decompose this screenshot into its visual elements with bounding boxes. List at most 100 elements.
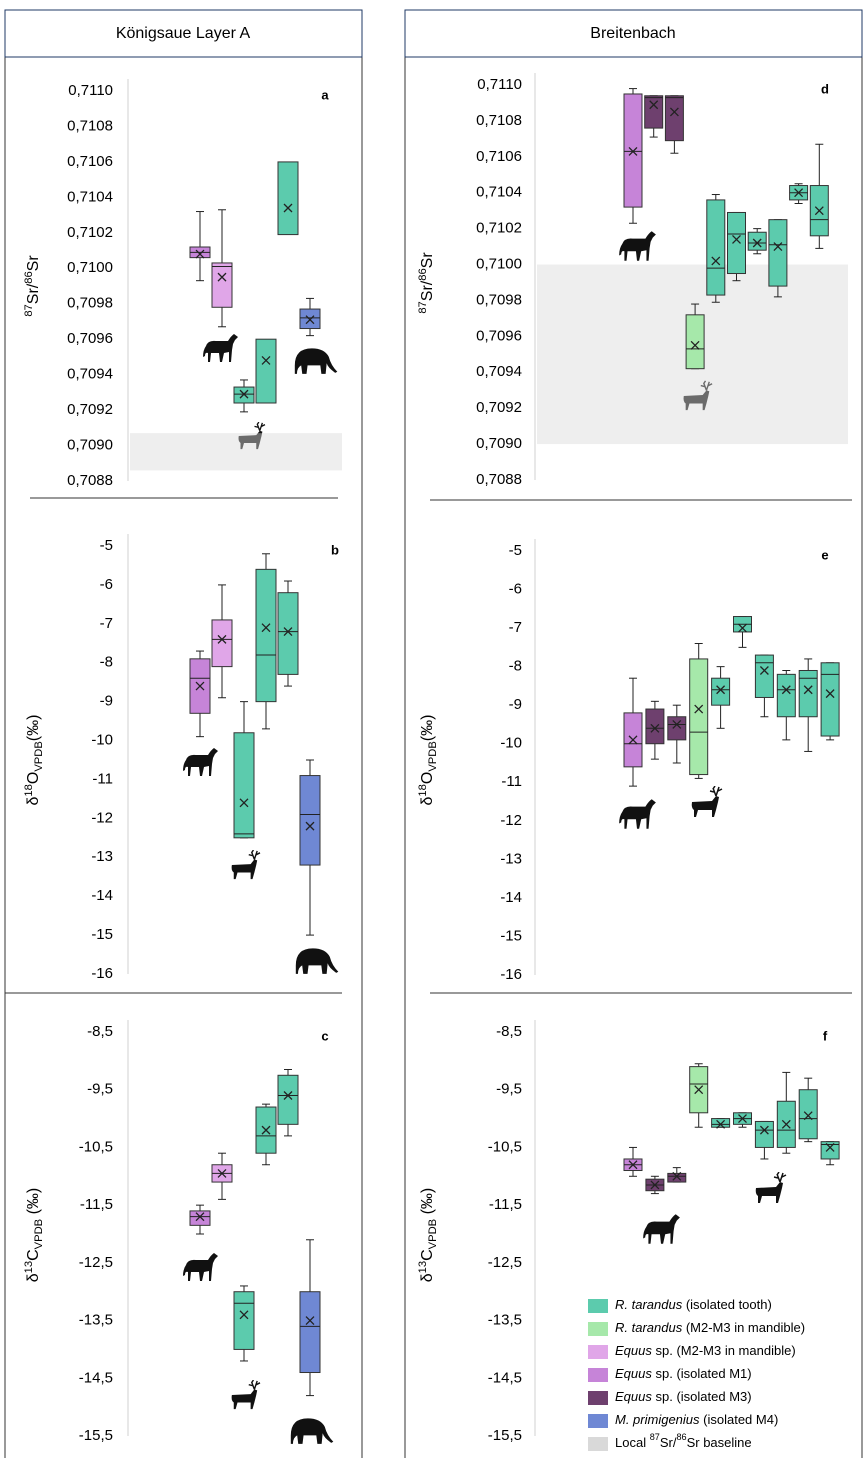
mean-marker: [669, 107, 679, 117]
horse-icon: [643, 1214, 680, 1244]
text-part: C: [419, 1249, 436, 1261]
y-tick-label: -10,5: [79, 1138, 113, 1155]
y-tick-label: -15: [91, 926, 113, 943]
horse-icon: [619, 231, 656, 261]
box: [277, 1074, 299, 1125]
legend-swatch: [588, 1299, 608, 1313]
y-axis-label: δ13CVPDB (‰): [23, 1188, 45, 1283]
box: [211, 619, 233, 668]
y-tick-label: 0,7092: [67, 401, 113, 418]
panel-label: e: [821, 547, 828, 562]
mammoth-icon: [295, 948, 339, 974]
text-part: Sr/: [660, 1435, 677, 1450]
mean-marker: [261, 623, 271, 633]
text-part: R. tarandus: [615, 1320, 683, 1335]
box: [820, 1141, 840, 1160]
horse-icon: [183, 1253, 218, 1281]
text-part: 18: [417, 784, 429, 796]
text-part: 18: [23, 784, 35, 796]
y-tick-label: -13,5: [488, 1312, 522, 1329]
text-part: 86: [676, 1432, 686, 1442]
legend: R. tarandus (isolated tooth)R. tarandus …: [588, 1297, 805, 1451]
box: [189, 1210, 211, 1226]
y-tick-label: -15,5: [488, 1427, 522, 1444]
box: [299, 775, 321, 866]
y-tick-label: -14: [91, 887, 113, 904]
y-tick-label: -9,5: [87, 1081, 113, 1098]
y-tick-label: -12,5: [488, 1254, 522, 1271]
box: [747, 231, 767, 251]
y-tick-label: 0,7094: [476, 363, 522, 380]
box: [685, 314, 705, 370]
reindeer-icon: [230, 850, 261, 880]
legend-label: R. tarandus (isolated tooth): [615, 1297, 772, 1312]
legend-label: Equus sp. (isolated M1): [615, 1366, 752, 1381]
box: [277, 592, 299, 675]
y-tick-label: 0,7106: [476, 148, 522, 165]
box: [711, 1118, 731, 1128]
y-tick-label: 0,7106: [67, 153, 113, 170]
box: [667, 716, 687, 741]
panel: 0,7110 0,7108 0,7106 0,7104 0,7102 0,7100 0,70…: [417, 73, 848, 488]
mean-marker: [825, 1142, 835, 1152]
y-tick-label: -14,5: [488, 1369, 522, 1386]
text-part: δ: [419, 1273, 436, 1282]
box: [277, 161, 299, 236]
mean-marker: [759, 1125, 769, 1135]
y-tick-label: 0,7110: [477, 76, 522, 93]
text-part: 87: [23, 304, 35, 316]
text-part: Sr/: [25, 283, 42, 304]
mean-marker: [672, 1171, 682, 1181]
box: [255, 568, 277, 703]
legend-label: M. primigenius (isolated M4): [615, 1412, 778, 1427]
text-part: (isolated M4): [700, 1412, 779, 1427]
mammoth-icon: [290, 1418, 334, 1444]
mean-marker: [650, 723, 660, 733]
panel: 0,7110 0,7108 0,7106 0,7104 0,7102 0,7100 0,70…: [23, 79, 342, 489]
box: [233, 732, 255, 839]
mammoth-icon: [294, 348, 338, 374]
y-tick-label: -8: [100, 654, 113, 671]
panel-label: a: [321, 87, 329, 102]
mean-marker: [732, 234, 741, 244]
mean-marker: [694, 1085, 704, 1095]
horse-icon: [619, 799, 656, 829]
text-part: 87: [417, 301, 429, 313]
mean-marker: [738, 623, 747, 633]
y-tick-label: 0,7096: [67, 330, 113, 347]
y-tick-label: 0,7104: [67, 188, 113, 205]
text-part: 86: [23, 271, 35, 283]
text-part: Sr: [25, 255, 42, 272]
mean-marker: [694, 704, 704, 714]
text-part: Local: [615, 1435, 650, 1450]
text-part: Equus: [615, 1389, 652, 1404]
text-part: δ: [25, 1273, 42, 1282]
mean-marker: [305, 315, 315, 325]
text-part: 13: [417, 1261, 429, 1273]
y-tick-label: -8,5: [87, 1023, 113, 1040]
frame: [4, 9, 863, 1458]
legend-swatch: [588, 1414, 608, 1428]
box: [664, 95, 684, 142]
y-tick-label: -8: [509, 658, 522, 675]
text-part: δ: [25, 796, 42, 805]
mean-marker: [239, 798, 249, 808]
header-box: [4, 9, 363, 58]
y-tick-label: -16: [500, 966, 522, 983]
text-part: Sr/: [419, 280, 436, 301]
mean-marker: [305, 821, 315, 831]
y-tick-label: 0,7100: [67, 259, 113, 276]
y-tick-label: -6: [509, 581, 522, 598]
y-tick-label: 0,7098: [67, 295, 113, 312]
box: [299, 1291, 321, 1374]
mean-marker: [803, 685, 813, 695]
y-tick-label: -10,5: [488, 1138, 522, 1155]
y-tick-label: -13,5: [79, 1312, 113, 1329]
text-part: (‰): [419, 1188, 436, 1219]
mean-marker: [283, 203, 293, 213]
box: [798, 1089, 818, 1140]
y-tick-label: 0,7098: [476, 291, 522, 308]
y-tick-label: 0,7094: [67, 366, 113, 383]
text-part: (‰): [25, 715, 42, 742]
box: [711, 677, 731, 706]
